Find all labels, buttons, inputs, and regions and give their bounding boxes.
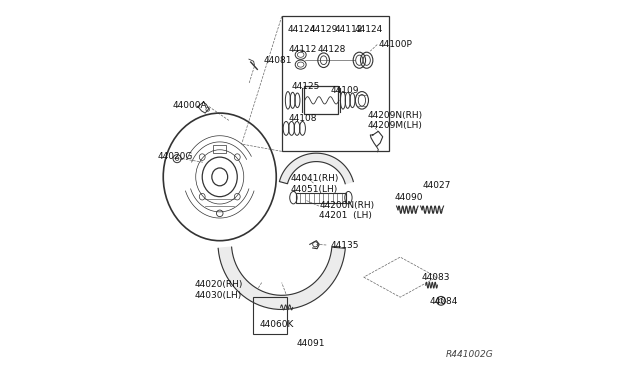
Text: 44091: 44091 xyxy=(296,339,325,348)
Polygon shape xyxy=(280,153,353,184)
Text: 44083: 44083 xyxy=(421,273,450,282)
Text: 44100P: 44100P xyxy=(378,40,412,49)
Text: R441002G: R441002G xyxy=(445,350,493,359)
Text: 44109: 44109 xyxy=(331,86,359,95)
Text: 44128: 44128 xyxy=(318,45,346,54)
Text: 44020G: 44020G xyxy=(158,153,193,161)
Text: 44027: 44027 xyxy=(423,181,451,190)
Text: 44108: 44108 xyxy=(289,114,317,123)
Text: 44112: 44112 xyxy=(289,45,317,54)
Text: 44200N(RH)
44201  (LH): 44200N(RH) 44201 (LH) xyxy=(319,201,374,221)
Polygon shape xyxy=(218,247,345,310)
Bar xyxy=(296,193,346,203)
Text: 44209N(RH)
44209M(LH): 44209N(RH) 44209M(LH) xyxy=(367,111,422,130)
Text: 44090: 44090 xyxy=(395,193,423,202)
Text: 44124: 44124 xyxy=(355,25,383,34)
Text: 44125: 44125 xyxy=(291,82,319,92)
Text: 44081: 44081 xyxy=(264,56,292,65)
Text: 44041(RH)
44051(LH): 44041(RH) 44051(LH) xyxy=(291,174,339,194)
Text: 44060K: 44060K xyxy=(260,320,294,329)
Text: 44129: 44129 xyxy=(309,25,337,34)
Bar xyxy=(282,16,389,151)
Text: 44135: 44135 xyxy=(331,241,360,250)
Text: 44112: 44112 xyxy=(335,25,363,34)
Text: 44084: 44084 xyxy=(429,298,458,307)
Text: 44000A: 44000A xyxy=(172,101,207,110)
Text: 44124: 44124 xyxy=(287,25,316,34)
Bar xyxy=(253,297,287,334)
Text: 44020(RH)
44030(LH): 44020(RH) 44030(LH) xyxy=(194,280,243,299)
